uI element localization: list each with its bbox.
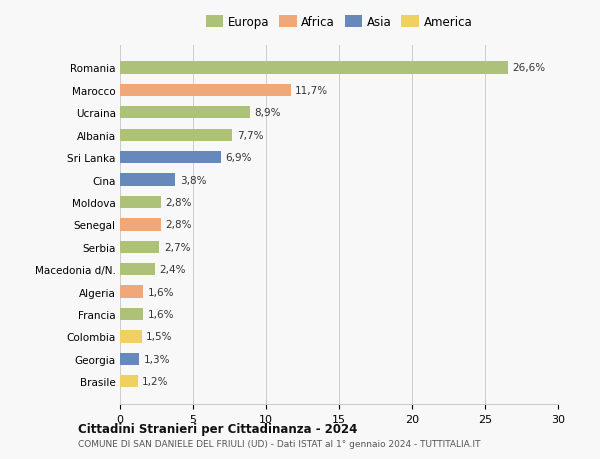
Bar bbox=[120, 84, 291, 97]
Bar bbox=[120, 353, 139, 365]
Text: COMUNE DI SAN DANIELE DEL FRIULI (UD) - Dati ISTAT al 1° gennaio 2024 - TUTTITAL: COMUNE DI SAN DANIELE DEL FRIULI (UD) - … bbox=[78, 439, 481, 448]
Bar bbox=[120, 62, 508, 74]
Bar bbox=[120, 308, 143, 320]
Text: 6,9%: 6,9% bbox=[225, 153, 251, 163]
Bar bbox=[120, 330, 142, 343]
Text: 1,2%: 1,2% bbox=[142, 376, 169, 386]
Text: 2,8%: 2,8% bbox=[165, 220, 192, 230]
Bar bbox=[120, 174, 175, 186]
Text: 7,7%: 7,7% bbox=[237, 130, 263, 140]
Bar bbox=[120, 151, 221, 164]
Bar bbox=[120, 286, 143, 298]
Bar bbox=[120, 196, 161, 209]
Text: 2,8%: 2,8% bbox=[165, 197, 192, 207]
Bar bbox=[120, 263, 155, 276]
Legend: Europa, Africa, Asia, America: Europa, Africa, Asia, America bbox=[206, 16, 472, 29]
Bar bbox=[120, 375, 137, 388]
Text: 1,3%: 1,3% bbox=[143, 354, 170, 364]
Bar bbox=[120, 107, 250, 119]
Text: 1,6%: 1,6% bbox=[148, 309, 174, 319]
Text: 2,7%: 2,7% bbox=[164, 242, 190, 252]
Bar bbox=[120, 241, 160, 253]
Bar bbox=[120, 219, 161, 231]
Text: 26,6%: 26,6% bbox=[513, 63, 546, 73]
Text: 11,7%: 11,7% bbox=[295, 86, 328, 95]
Text: Cittadini Stranieri per Cittadinanza - 2024: Cittadini Stranieri per Cittadinanza - 2… bbox=[78, 422, 358, 436]
Text: 2,4%: 2,4% bbox=[160, 265, 186, 274]
Text: 1,6%: 1,6% bbox=[148, 287, 174, 297]
Bar bbox=[120, 129, 232, 141]
Text: 1,5%: 1,5% bbox=[146, 332, 173, 342]
Text: 3,8%: 3,8% bbox=[180, 175, 206, 185]
Text: 8,9%: 8,9% bbox=[254, 108, 281, 118]
